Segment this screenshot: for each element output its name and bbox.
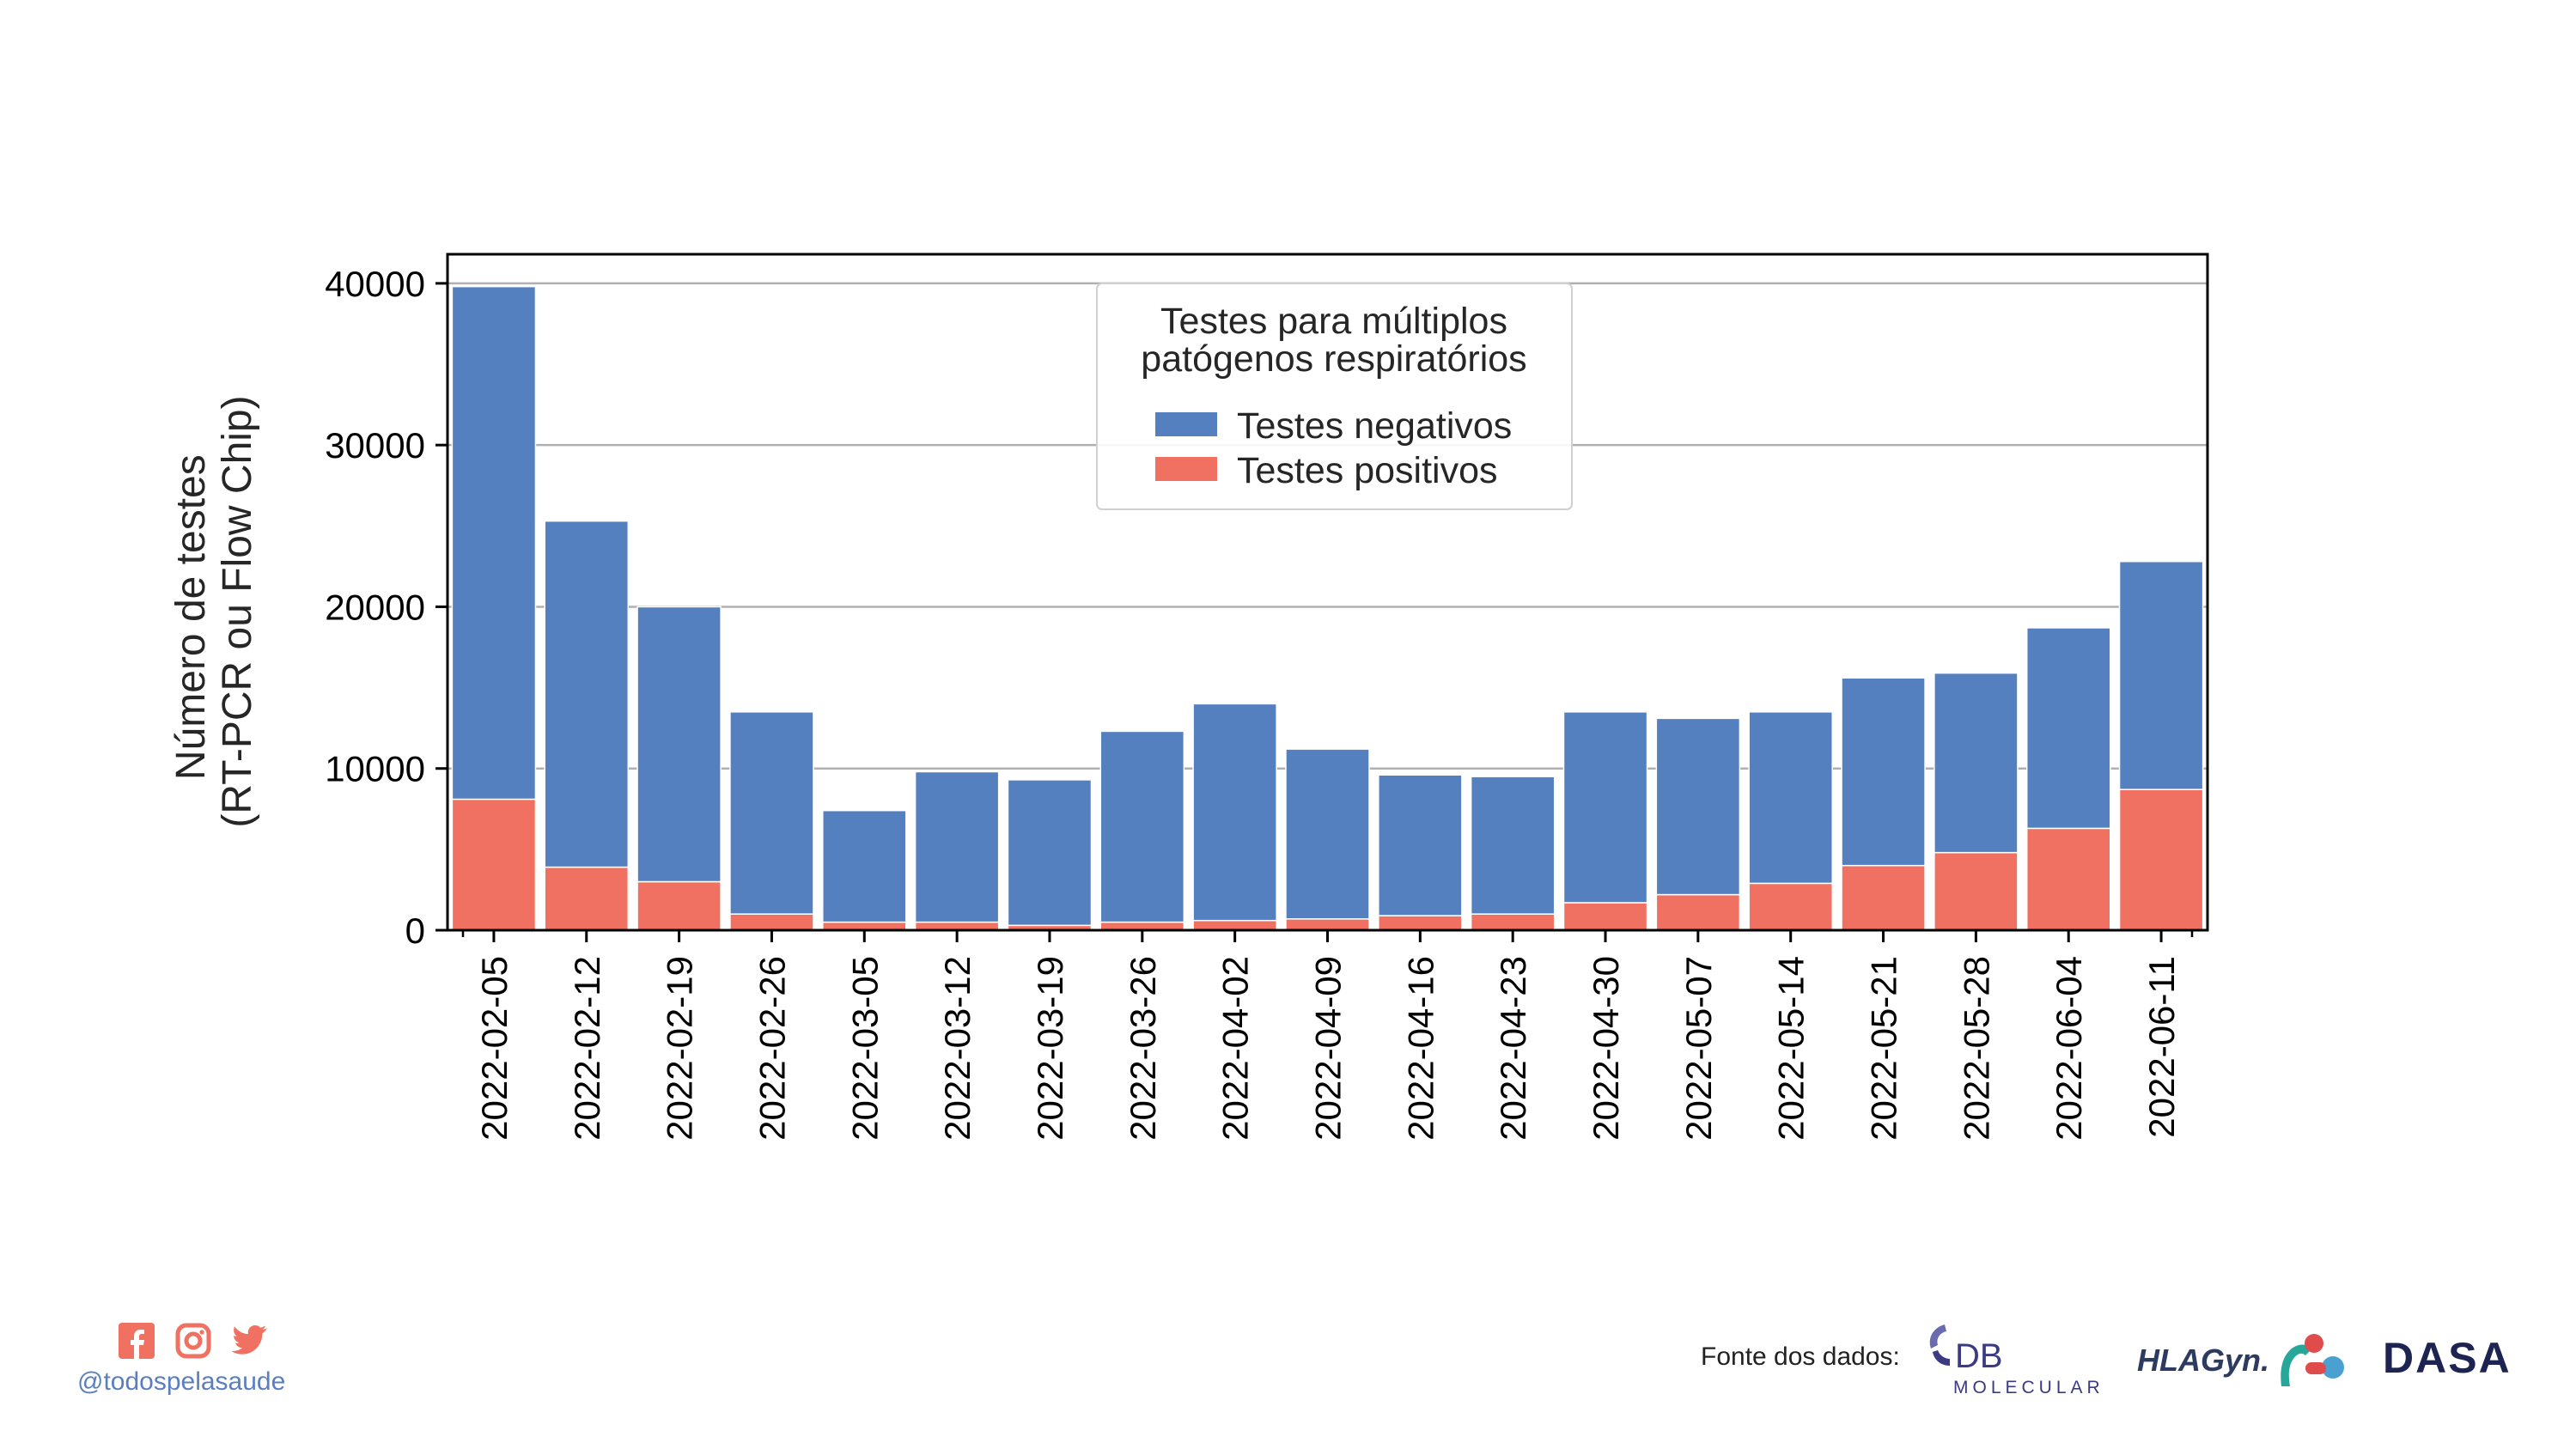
y-tick-label-30000: 30000 (325, 425, 425, 466)
x-tick-label-2022-03-05: 2022-03-05 (844, 956, 885, 1141)
x-tick-label-2022-04-16: 2022-04-16 (1400, 956, 1440, 1141)
y-tick-label-20000: 20000 (325, 587, 425, 627)
db-molecular-logo: DB MOLECULAR (1929, 1324, 2104, 1397)
bar-negativos-2022-04-09 (1285, 748, 1370, 920)
bar-positivos-2022-06-04 (2025, 827, 2111, 931)
y-tick-label-0: 0 (405, 910, 425, 951)
bar-negativos-2022-05-21 (1841, 677, 1926, 867)
bar-positivos-2022-05-28 (1934, 851, 2019, 931)
legend-entry-positivos: Testes positivos (1237, 450, 1498, 491)
bar-negativos-2022-03-26 (1099, 730, 1185, 923)
legend-box (1096, 283, 1573, 510)
bar-negativos-2022-06-11 (2118, 560, 2204, 790)
bar-negativos-2022-02-26 (729, 711, 814, 915)
y-axis: 0 10000 20000 30000 40000 (325, 264, 448, 951)
x-tick-label-2022-03-19: 2022-03-19 (1030, 956, 1070, 1141)
bar-negativos-2022-02-19 (636, 606, 722, 883)
x-tick-label-2022-02-05: 2022-02-05 (474, 956, 515, 1141)
y-tick-label-40000: 40000 (325, 264, 425, 304)
legend-title-line-2: patógenos respiratórios (1141, 338, 1526, 380)
facebook-icon[interactable] (119, 1323, 155, 1359)
x-axis: 2022-02-05 2022-02-12 2022-02-19 2022-02-26… (461, 930, 2194, 1141)
y-axis-label-line-1: Número de testes (168, 454, 214, 780)
x-tick-label-2022-05-07: 2022-05-07 (1678, 956, 1719, 1141)
bar-positivos-2022-04-23 (1470, 913, 1556, 931)
bar-negativos-2022-05-28 (1934, 672, 2019, 854)
bars (451, 285, 2204, 931)
legend-entry-negativos: Testes negativos (1237, 405, 1512, 447)
x-tick-label-2022-04-02: 2022-04-02 (1215, 956, 1256, 1141)
bar-positivos-2022-05-21 (1841, 864, 1926, 931)
bar-negativos-2022-04-23 (1470, 776, 1556, 915)
source-label: Fonte dos dados: (1701, 1342, 1900, 1371)
bar-positivos-2022-02-19 (636, 880, 722, 931)
bar-positivos-2022-06-11 (2118, 788, 2204, 931)
bar-negativos-2022-03-12 (914, 770, 1000, 923)
bar-positivos-2022-02-12 (544, 866, 630, 931)
bar-positivos-2022-04-30 (1562, 902, 1648, 931)
bar-negativos-2022-06-04 (2025, 627, 2111, 830)
bar-negativos-2022-04-02 (1192, 703, 1277, 922)
legend: Testes para múltiplos patógenos respirat… (1096, 283, 1573, 510)
legend-swatch-negativos (1155, 412, 1217, 436)
svg-text:HLAGyn.: HLAGyn. (2137, 1342, 2269, 1378)
x-tick-label-2022-02-12: 2022-02-12 (567, 956, 607, 1141)
y-axis-label: Número de testes (RT-PCR ou Flow Chip) (168, 395, 260, 827)
bar-positivos-2022-02-26 (729, 913, 814, 931)
bar-positivos-2022-04-16 (1378, 915, 1463, 931)
instagram-icon[interactable] (175, 1323, 211, 1359)
bar-positivos-2022-05-14 (1748, 882, 1833, 931)
x-tick-label-2022-06-11: 2022-06-11 (2141, 956, 2182, 1138)
x-tick-label-2022-04-23: 2022-04-23 (1493, 956, 1533, 1141)
bar-positivos-2022-02-05 (451, 798, 537, 931)
social-icons (119, 1323, 318, 1359)
x-tick-label-2022-06-04: 2022-06-04 (2049, 956, 2089, 1141)
x-tick-label-2022-02-19: 2022-02-19 (660, 956, 700, 1141)
dasa-logo: DASA (2383, 1334, 2512, 1382)
x-tick-label-2022-04-30: 2022-04-30 (1586, 956, 1626, 1141)
bar-negativos-2022-02-05 (451, 285, 537, 801)
twitter-icon[interactable] (232, 1323, 268, 1359)
svg-text:DB: DB (1955, 1337, 2003, 1375)
x-tick-label-2022-04-09: 2022-04-09 (1308, 956, 1349, 1141)
bar-negativos-2022-05-14 (1748, 711, 1833, 885)
x-tick-label-2022-03-12: 2022-03-12 (937, 956, 977, 1141)
bar-negativos-2022-03-05 (822, 809, 907, 923)
bar-negativos-2022-04-30 (1562, 711, 1648, 904)
y-tick-label-10000: 10000 (325, 749, 425, 789)
hlagyn-logo: HLAGyn. (2137, 1334, 2344, 1386)
x-tick-label-2022-05-28: 2022-05-28 (1956, 956, 1996, 1141)
bar-negativos-2022-04-16 (1378, 774, 1463, 916)
bar-negativos-2022-02-12 (544, 520, 630, 868)
x-tick-label-2022-03-26: 2022-03-26 (1123, 956, 1163, 1141)
social-handle[interactable]: @todospelasaude (77, 1367, 286, 1396)
social-block: @todospelasaude (77, 1323, 318, 1397)
legend-swatch-positivos (1155, 457, 1217, 481)
svg-text:MOLECULAR: MOLECULAR (1953, 1378, 2104, 1397)
bar-negativos-2022-03-19 (1007, 779, 1093, 927)
bar-positivos-2022-04-09 (1285, 918, 1370, 931)
x-tick-label-2022-05-21: 2022-05-21 (1864, 956, 1904, 1141)
svg-text:DASA: DASA (2383, 1334, 2512, 1382)
x-tick-label-2022-05-14: 2022-05-14 (1771, 956, 1812, 1141)
bar-negativos-2022-05-07 (1655, 717, 1741, 896)
bar-positivos-2022-05-07 (1655, 893, 1741, 931)
y-axis-label-line-2: (RT-PCR ou Flow Chip) (215, 395, 260, 827)
bar-positivos-2022-04-02 (1192, 919, 1277, 931)
data-source: Fonte dos dados: DB MOLECULAR HLAGyn. DA… (1701, 1306, 2560, 1409)
legend-title-line-1: Testes para múltiplos (1160, 301, 1507, 342)
x-tick-label-2022-02-26: 2022-02-26 (752, 956, 792, 1141)
